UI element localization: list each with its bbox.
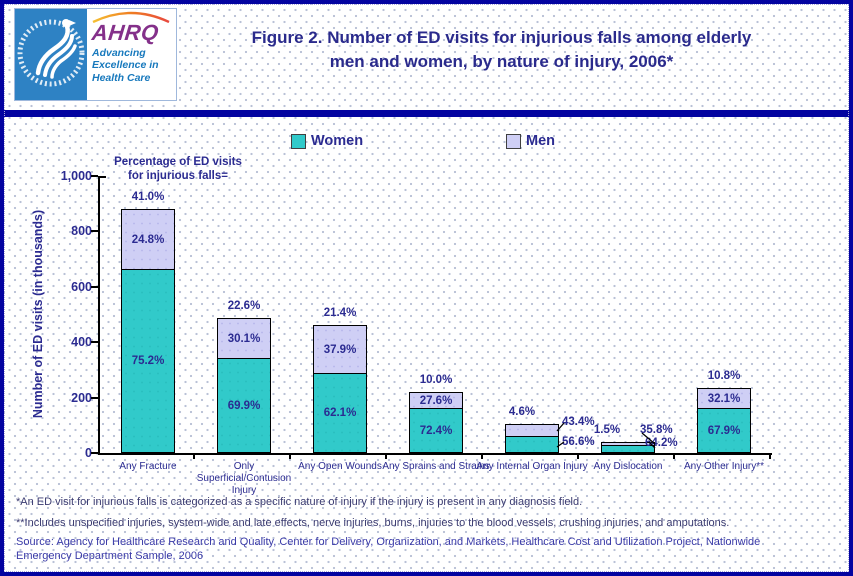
x-axis-label-6: Any Dislocation bbox=[593, 461, 663, 472]
bar-6-men-pct: 35.8% bbox=[640, 424, 673, 436]
bar-4-men-segment: 27.6% bbox=[410, 393, 462, 409]
bar-5-men-segment bbox=[506, 425, 558, 437]
ahrq-logo: AHRQ Advancing Excellence in Health Care bbox=[87, 9, 176, 100]
percentage-note-line2: for injurious falls= bbox=[127, 170, 228, 183]
agency-logo-block: AHRQ Advancing Excellence in Health Care bbox=[14, 8, 177, 101]
legend-men: Men bbox=[506, 133, 555, 149]
bar-3: 37.9% 62.1% bbox=[313, 325, 367, 453]
y-tick-label: 1,000 bbox=[60, 169, 92, 183]
bar-4-women-pct: 72.4% bbox=[419, 424, 453, 437]
y-tick-mark bbox=[91, 175, 98, 177]
bar-7: 32.1% 67.9% bbox=[697, 388, 751, 453]
legend-women-swatch bbox=[291, 133, 306, 149]
bar-1-women-segment: 75.2% bbox=[122, 270, 174, 452]
y-axis-top-tick bbox=[100, 176, 106, 178]
bar-6-total-pct: 1.5% bbox=[593, 424, 621, 436]
x-tick-mark bbox=[481, 455, 483, 459]
bar-2-men-pct: 30.1% bbox=[227, 332, 261, 345]
bar-1-women-pct: 75.2% bbox=[131, 355, 165, 367]
x-axis-label-2: Only Superficial/Contusion Injury bbox=[196, 461, 292, 496]
bar-3-men-segment: 37.9% bbox=[314, 326, 366, 374]
x-axis-label-3: Any Open Wounds bbox=[298, 461, 382, 472]
y-tick-mark bbox=[91, 285, 98, 288]
hhs-eagle-icon bbox=[17, 19, 85, 87]
bar-7-total-pct: 10.8% bbox=[707, 370, 741, 382]
bar-7-men-segment: 32.1% bbox=[698, 389, 750, 409]
bar-5-men-pct: 43.4% bbox=[562, 416, 595, 428]
bar-4-total-pct: 10.0% bbox=[419, 374, 453, 386]
x-tick-mark bbox=[289, 455, 291, 459]
y-tick-label: 800 bbox=[71, 224, 92, 239]
y-tick-label: 400 bbox=[71, 335, 92, 350]
legend-women-label: Women bbox=[311, 133, 364, 149]
tagline-line3: Health Care bbox=[92, 71, 151, 84]
hhs-logo bbox=[15, 9, 87, 100]
tagline-line1: Advancing bbox=[92, 47, 146, 59]
bar-2-total-pct: 22.6% bbox=[227, 300, 261, 312]
percentage-note: Percentage of ED visits for injurious fa… bbox=[98, 155, 258, 184]
bar-4: 27.6% 72.4% bbox=[409, 392, 463, 453]
bar-3-women-segment: 62.1% bbox=[314, 374, 366, 452]
y-tick-mark bbox=[91, 396, 98, 399]
bar-1-men-segment: 24.8% bbox=[122, 210, 174, 270]
bar-1-total-pct: 41.0% bbox=[131, 191, 165, 203]
bar-1-men-pct: 24.8% bbox=[131, 233, 165, 246]
source-note: Source: Agency for Healthcare Research a… bbox=[16, 536, 761, 562]
bar-7-women-segment: 67.9% bbox=[698, 409, 750, 452]
legend-men-label: Men bbox=[526, 133, 555, 149]
bar-2-women-pct: 69.9% bbox=[227, 399, 261, 412]
percentage-note-line1: Percentage of ED visits bbox=[114, 156, 242, 168]
y-tick-label: 600 bbox=[71, 279, 92, 294]
figure-title-line1: Figure 2. Number of ED visits for injuri… bbox=[251, 28, 752, 47]
bar-4-men-pct: 27.6% bbox=[419, 394, 453, 407]
y-tick-mark bbox=[91, 230, 98, 233]
x-tick-mark bbox=[769, 455, 771, 459]
bar-3-men-pct: 37.9% bbox=[323, 343, 357, 356]
plot-area: 24.8% 75.2% 41.0% 30.1% 69.9% 22.6% 37.9% 62.1%… bbox=[98, 176, 772, 455]
legend-men-swatch bbox=[506, 133, 521, 149]
y-tick-label: 0 bbox=[85, 446, 92, 460]
bar-1: 24.8% 75.2% bbox=[121, 209, 175, 453]
bar-5-women-segment bbox=[506, 437, 558, 452]
figure-title: Figure 2. Number of ED visits for injuri… bbox=[169, 26, 834, 74]
bar-2: 30.1% 69.9% bbox=[217, 318, 271, 453]
x-axis-label-4: Any Sprains and Strains bbox=[382, 461, 490, 472]
bar-3-total-pct: 21.4% bbox=[323, 307, 357, 319]
y-tick-label: 200 bbox=[71, 390, 92, 405]
x-tick-mark bbox=[673, 455, 675, 459]
ahrq-tagline: Advancing Excellence in Health Care bbox=[92, 47, 174, 84]
footnote-2: **Includes unspecified injuries, system-… bbox=[16, 517, 730, 529]
bar-5-total-pct: 4.6% bbox=[508, 406, 536, 418]
bar-7-men-pct: 32.1% bbox=[707, 392, 741, 405]
x-axis-label-7: Any Other Injury** bbox=[683, 461, 765, 472]
x-axis-label-5: Any Internal Organ Injury bbox=[476, 461, 588, 472]
bar-2-men-segment: 30.1% bbox=[218, 319, 270, 359]
x-axis-label-1: Any Fracture bbox=[119, 461, 177, 472]
bar-6-women-pct: 64.2% bbox=[645, 437, 678, 449]
bar-5 bbox=[505, 424, 559, 453]
ahrq-rainbow-arc-icon bbox=[92, 11, 170, 23]
bar-6-women-segment bbox=[602, 446, 654, 452]
bar-5-women-pct: 56.6% bbox=[562, 436, 595, 448]
x-tick-mark bbox=[193, 455, 195, 459]
bar-7-women-pct: 67.9% bbox=[707, 424, 741, 437]
y-tick-mark bbox=[91, 452, 98, 454]
y-tick-mark bbox=[91, 341, 98, 344]
header-divider bbox=[4, 110, 849, 117]
tagline-line2: Excellence in bbox=[92, 59, 159, 72]
y-axis-title: Number of ED visits (in thousands) bbox=[31, 209, 45, 419]
x-tick-mark bbox=[385, 455, 387, 459]
x-tick-mark bbox=[577, 455, 579, 459]
bar-6-men-segment bbox=[602, 443, 654, 446]
legend-women: Women bbox=[291, 133, 363, 149]
bar-2-women-segment: 69.9% bbox=[218, 359, 270, 452]
footnote-1: *An ED visit for injurious falls is cate… bbox=[16, 496, 583, 508]
figure-title-line2: men and women, by nature of injury, 2006… bbox=[329, 51, 674, 71]
ahrq-acronym: AHRQ bbox=[90, 20, 161, 45]
bar-3-women-pct: 62.1% bbox=[323, 407, 357, 419]
bar-4-women-segment: 72.4% bbox=[410, 409, 462, 452]
